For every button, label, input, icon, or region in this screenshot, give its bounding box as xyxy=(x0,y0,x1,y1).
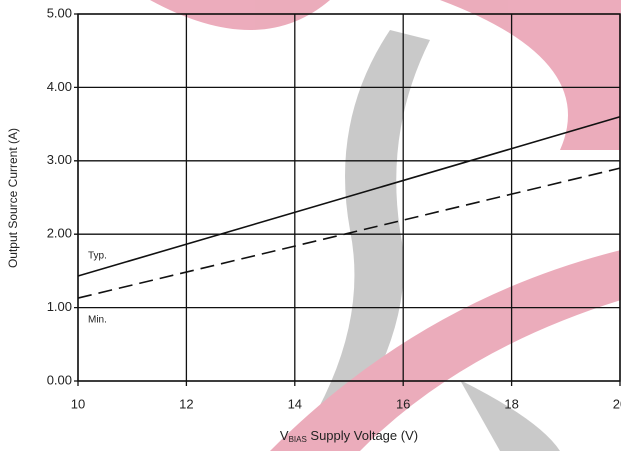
series-label: Min. xyxy=(88,315,107,326)
series-label: Typ. xyxy=(88,251,107,262)
x-tick-label: 16 xyxy=(396,396,410,411)
y-tick-label: 0.00 xyxy=(47,372,72,387)
x-tick-label: 20 xyxy=(613,396,621,411)
x-label-rest: Supply Voltage (V) xyxy=(307,428,418,443)
x-tick-label: 14 xyxy=(288,396,302,411)
x-tick-label: 12 xyxy=(179,396,193,411)
x-axis-label: VBIAS Supply Voltage (V) xyxy=(280,428,418,444)
x-tick-label: 18 xyxy=(504,396,518,411)
x-label-sub: BIAS xyxy=(289,435,307,444)
y-tick-label: 5.00 xyxy=(47,5,72,20)
series-line xyxy=(77,115,621,277)
y-axis-label: Output Source Current (A) xyxy=(6,128,20,268)
y-tick-label: 1.00 xyxy=(47,299,72,314)
plot-frame xyxy=(77,13,621,382)
y-tick-label: 3.00 xyxy=(47,152,72,167)
y-tick-label: 2.00 xyxy=(47,226,72,241)
series-line xyxy=(77,167,621,299)
watermark xyxy=(150,0,621,451)
x-label-main: V xyxy=(280,428,289,443)
y-tick-label: 4.00 xyxy=(47,79,72,94)
x-tick-label: 10 xyxy=(71,396,85,411)
